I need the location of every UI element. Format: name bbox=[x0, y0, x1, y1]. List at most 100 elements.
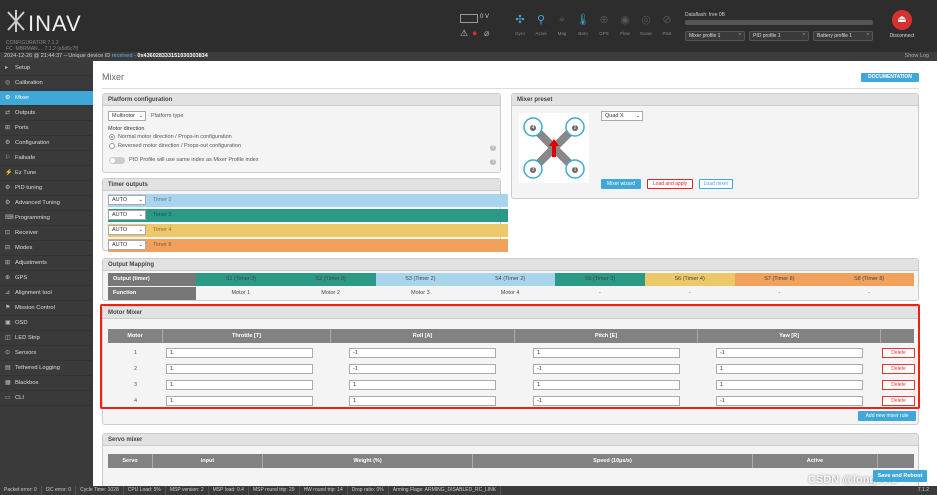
sidebar-item-ez-tune[interactable]: ⚡ Ez Tune bbox=[0, 166, 93, 181]
delete-rule-button[interactable]: Delete bbox=[882, 380, 915, 390]
chevron-down-icon: ⌄ bbox=[138, 227, 143, 233]
roll-input[interactable]: -1 bbox=[349, 348, 496, 358]
show-log-link[interactable]: Show Log bbox=[904, 53, 929, 59]
programming-icon: ⌨ bbox=[5, 215, 14, 221]
accel-icon: ⚲ bbox=[536, 14, 546, 26]
sidebar-item-pid-tuning[interactable]: ⚙ PID tuning bbox=[0, 181, 93, 196]
function-cell: - bbox=[778, 290, 781, 296]
pitch-input[interactable]: -1 bbox=[533, 396, 680, 406]
mixer-preset-select[interactable]: Quad X ⌄ bbox=[601, 111, 643, 121]
battery-icon bbox=[460, 14, 478, 23]
roll-input[interactable]: 1 bbox=[349, 380, 496, 390]
delete-rule-button[interactable]: Delete bbox=[882, 396, 915, 406]
normal-direction-radio[interactable] bbox=[109, 134, 115, 140]
load-and-apply-button[interactable]: Load and apply bbox=[647, 179, 693, 189]
sidebar-item-advanced-tuning[interactable]: ⚙ Advanced Tuning bbox=[0, 196, 93, 211]
sidebar-item-led-strip[interactable]: ◫ LED Strip bbox=[0, 331, 93, 346]
ports-icon: ⊞ bbox=[5, 125, 11, 131]
chevron-down-icon: ⌃ bbox=[801, 33, 806, 39]
sidebar-item-outputs[interactable]: ⇄ Outputs bbox=[0, 106, 93, 121]
sidebar-item-mission-control[interactable]: ⚑ Mission Control bbox=[0, 301, 93, 316]
timer-mode-value: AUTO bbox=[112, 212, 128, 218]
battery-profile-select[interactable]: Battery profile 1 ⌃ bbox=[813, 31, 873, 41]
status-footer: Packet error: 0 I2C error: 0 Cycle Time: 1… bbox=[0, 486, 937, 495]
sidebar-item-cli[interactable]: ▭ CLI bbox=[0, 391, 93, 406]
pitch-input[interactable]: -1 bbox=[533, 364, 680, 374]
timer-mode-select[interactable]: AUTO ⌄ bbox=[108, 210, 146, 220]
sidebar-item-label: Ez Tune bbox=[15, 170, 37, 176]
blackbox-icon: ▦ bbox=[5, 380, 11, 386]
yaw-input[interactable]: 1 bbox=[716, 364, 863, 374]
throttle-input[interactable]: 1 bbox=[166, 364, 313, 374]
help-icon[interactable]: ? bbox=[490, 159, 496, 165]
reversed-direction-radio[interactable] bbox=[109, 143, 115, 149]
col-actions bbox=[881, 329, 914, 343]
sidebar-item-failsafe[interactable]: ⚐ Failsafe bbox=[0, 151, 93, 166]
sidebar-item-ports[interactable]: ⊞ Ports bbox=[0, 121, 93, 136]
add-mixer-rule-button[interactable]: Add new mixer rule bbox=[858, 411, 916, 421]
sidebar-item-blackbox[interactable]: ▦ Blackbox bbox=[0, 376, 93, 391]
sensor-flow: ◉ Flow bbox=[615, 12, 635, 40]
roll-input[interactable]: -1 bbox=[349, 364, 496, 374]
sidebar-item-receiver[interactable]: ⊡ Receiver bbox=[0, 226, 93, 241]
timer-mode-select[interactable]: AUTO ⌄ bbox=[108, 195, 146, 205]
timer-outputs-title: Timer outputs bbox=[103, 179, 500, 191]
sidebar-item-modes[interactable]: ⊟ Modes bbox=[0, 241, 93, 256]
sidebar-item-sensors[interactable]: ⊙ Sensors bbox=[0, 346, 93, 361]
yaw-input[interactable]: -1 bbox=[716, 348, 863, 358]
sidebar-item-label: Ports bbox=[15, 125, 29, 131]
timer-mode-select[interactable]: AUTO ⌄ bbox=[108, 225, 146, 235]
sidebar-item-label: Calibration bbox=[15, 80, 43, 86]
col-servo-actions bbox=[878, 454, 914, 468]
throttle-input[interactable]: 1 bbox=[166, 348, 313, 358]
throttle-input[interactable]: 1 bbox=[166, 380, 313, 390]
pitch-input[interactable]: 1 bbox=[533, 348, 680, 358]
sidebar-item-programming[interactable]: ⌨ Programming bbox=[0, 211, 93, 226]
sidebar-item-adjustments[interactable]: ⊞ Adjustments bbox=[0, 256, 93, 271]
pitch-input[interactable]: 1 bbox=[533, 380, 680, 390]
throttle-input[interactable]: 1 bbox=[166, 396, 313, 406]
pid-profile-toggle[interactable] bbox=[109, 157, 125, 164]
motor-mixer-row: 4 1 1 -1 -1 Delete bbox=[108, 393, 915, 409]
gear-icon: ⚙ bbox=[5, 140, 11, 146]
mixer-profile-select[interactable]: Mixer profile 1 ⌃ bbox=[685, 31, 745, 41]
delete-rule-button[interactable]: Delete bbox=[882, 364, 915, 374]
timer-label: Timer 8 bbox=[153, 242, 172, 248]
timer-mode-select[interactable]: AUTO ⌄ bbox=[108, 240, 146, 250]
yaw-input[interactable]: 1 bbox=[716, 380, 863, 390]
save-and-reboot-button[interactable]: Save and Reboot bbox=[873, 470, 927, 482]
output-cell: S6 (Timer 4) bbox=[644, 273, 735, 286]
function-cell: Motor 4 bbox=[500, 290, 520, 296]
status-line: 2024-12-26 @ 21:44:37 – Unique device ID… bbox=[0, 52, 937, 61]
sidebar-item-alignment-tool[interactable]: ⊿ Alignment tool bbox=[0, 286, 93, 301]
pid-profile-select[interactable]: PID profile 1 ⌃ bbox=[749, 31, 809, 41]
sidebar-item-label: Outputs bbox=[15, 110, 36, 116]
roll-input[interactable]: 1 bbox=[349, 396, 496, 406]
normal-direction-label: Normal motor direction / Props-in config… bbox=[118, 134, 232, 140]
sidebar-item-setup[interactable]: ▸ Setup bbox=[0, 61, 93, 76]
footer-stat: CPU Load: 5% bbox=[124, 486, 166, 495]
help-icon[interactable]: ? bbox=[490, 145, 496, 151]
disconnect-button[interactable]: ⏏ Disconnect bbox=[882, 8, 922, 48]
yaw-input[interactable]: -1 bbox=[716, 396, 863, 406]
sidebar-item-gps[interactable]: ⊕ GPS bbox=[0, 271, 93, 286]
motor-1-label: 1 bbox=[572, 167, 578, 173]
col-throttle: Throttle [T] bbox=[163, 329, 331, 343]
mixer-wizard-button[interactable]: Mixer wizard bbox=[601, 179, 641, 189]
profile-selectors: Mixer profile 1 ⌃ PID profile 1 ⌃ Battery … bbox=[685, 31, 875, 42]
delete-rule-button[interactable]: Delete bbox=[882, 348, 915, 358]
platform-type-select[interactable]: Multirotor ⌄ bbox=[108, 111, 146, 121]
platform-type-value: Multirotor bbox=[112, 113, 135, 119]
load-mixer-button[interactable]: Load mixer bbox=[699, 179, 733, 189]
documentation-button[interactable]: DOCUMENTATION bbox=[861, 73, 919, 82]
dataflash-label: Dataflash: free 0B bbox=[685, 12, 726, 18]
sidebar-item-configuration[interactable]: ⚙ Configuration bbox=[0, 136, 93, 151]
sidebar-item-osd[interactable]: ▣ OSD bbox=[0, 316, 93, 331]
sensor-label: Sonar bbox=[639, 31, 652, 36]
sidebar-item-calibration[interactable]: ◎ Calibration bbox=[0, 76, 93, 91]
battery-indicator: 0 V ⚠ ● ⌀ bbox=[458, 12, 498, 42]
motor-4-label: 4 bbox=[530, 125, 536, 131]
sidebar-item-label: LED Strip bbox=[15, 335, 40, 341]
sidebar-item-mixer[interactable]: ⚙ Mixer bbox=[0, 91, 93, 106]
sidebar-item-tethered-logging[interactable]: ▤ Tethered Logging bbox=[0, 361, 93, 376]
